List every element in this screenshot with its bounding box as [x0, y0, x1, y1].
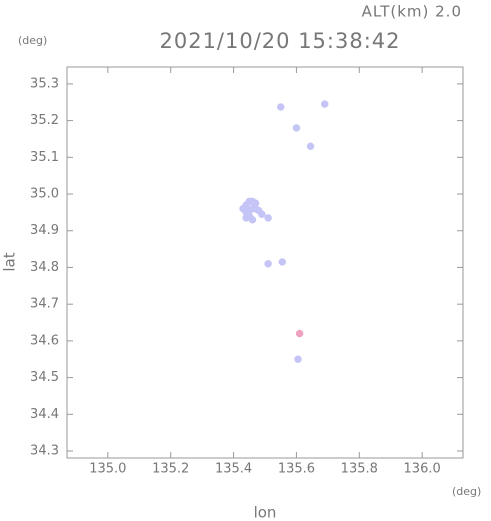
- plot-frame: [66, 66, 464, 459]
- y-tick-label: 34.3: [30, 444, 59, 459]
- echo-point: [258, 210, 266, 218]
- y-tick-label: 34.5: [30, 370, 59, 385]
- y-axis-label: lat: [1, 252, 19, 271]
- echo-point: [278, 258, 287, 266]
- echo-point: [264, 214, 272, 222]
- x-tick-label: 136.0: [404, 462, 441, 477]
- x-tick-label: 135.8: [341, 462, 378, 477]
- y-tick-label: 34.4: [30, 407, 59, 422]
- x-axis-label: lon: [254, 504, 277, 521]
- echo-point: [320, 100, 329, 108]
- x-tick-label: 135.6: [278, 462, 315, 477]
- echo-point: [276, 103, 285, 111]
- y-tick-label: 35.1: [30, 150, 59, 165]
- x-tick-label: 135.0: [89, 462, 126, 477]
- x-tick-label: 135.2: [152, 462, 189, 477]
- y-tick-label: 35.2: [30, 113, 59, 128]
- echo-point: [294, 355, 302, 363]
- echo-point: [306, 142, 315, 151]
- x-tick-label: 135.4: [215, 462, 252, 477]
- y-tick-label: 34.6: [30, 333, 59, 348]
- y-unit: (deg): [18, 34, 47, 47]
- echo-point: [292, 124, 301, 132]
- y-tick-label: 34.9: [30, 223, 59, 238]
- y-tick-label: 34.8: [30, 260, 59, 275]
- echo-point: [264, 260, 272, 268]
- y-tick-label: 35.3: [30, 76, 59, 91]
- x-unit: (deg): [452, 485, 481, 498]
- chart-title: 2021/10/20 15:38:42: [159, 29, 400, 53]
- y-tick-label: 34.7: [30, 297, 59, 312]
- y-tick-label: 35.0: [30, 187, 59, 202]
- echo-point: [295, 329, 304, 338]
- echo-point: [248, 215, 257, 224]
- altitude-label: ALT(km) 2.0: [362, 3, 462, 21]
